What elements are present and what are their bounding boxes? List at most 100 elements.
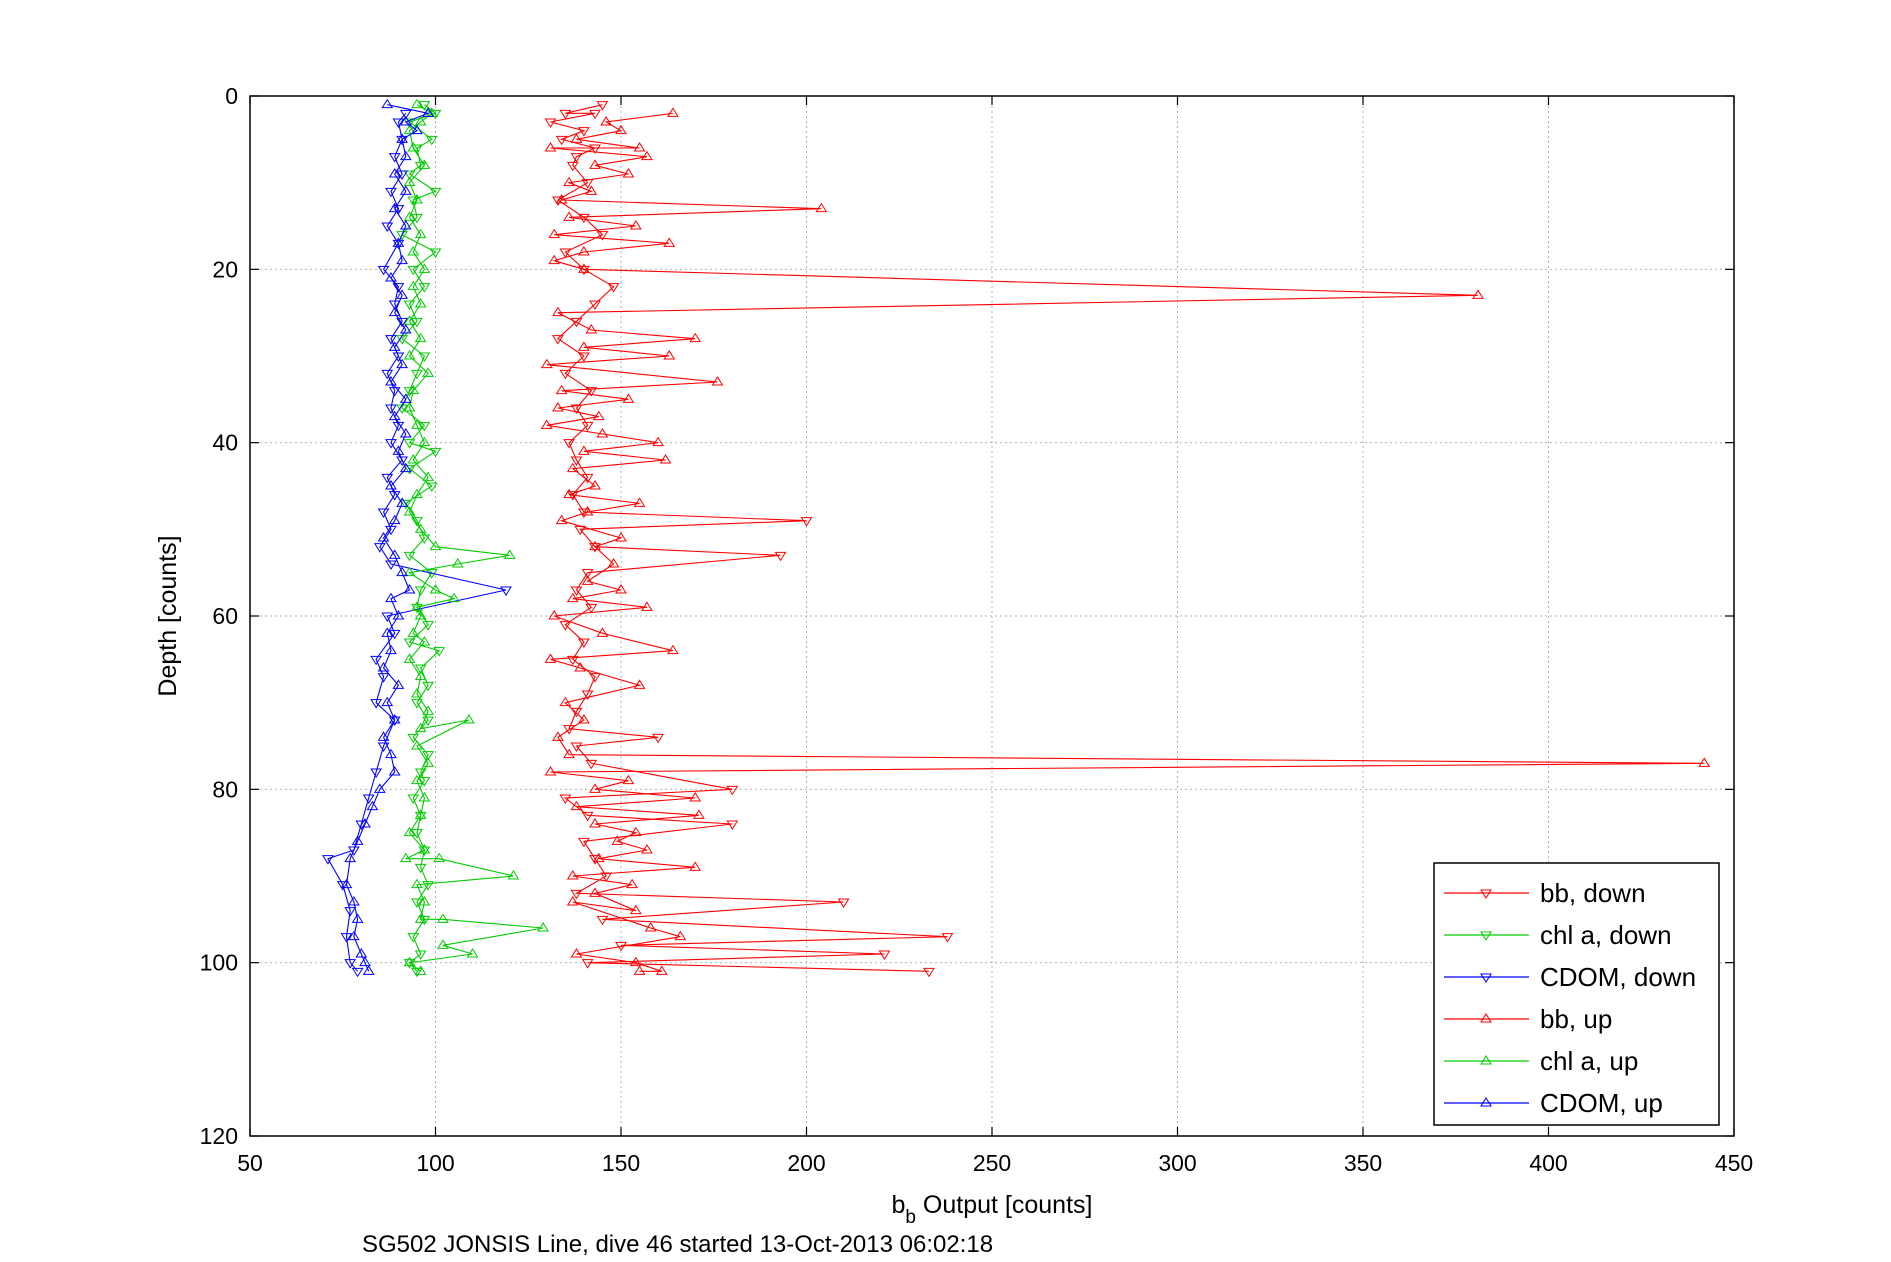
data-point <box>555 514 568 525</box>
data-point <box>388 514 401 525</box>
data-point <box>407 933 420 943</box>
data-point <box>403 566 416 577</box>
data-point <box>388 549 401 559</box>
data-point <box>581 959 594 969</box>
data-point <box>366 800 379 811</box>
data-point <box>774 551 787 562</box>
data-point <box>581 690 594 700</box>
data-point <box>689 332 702 343</box>
data-point <box>503 549 516 559</box>
data-point <box>385 592 397 603</box>
data-point <box>403 176 416 187</box>
data-point <box>385 560 397 570</box>
data-point <box>340 878 353 889</box>
data-point <box>837 898 850 908</box>
data-point <box>418 636 431 646</box>
data-point <box>629 220 642 230</box>
data-point <box>589 109 601 120</box>
data-point <box>559 109 572 120</box>
data-point <box>388 766 401 776</box>
data-point <box>585 603 598 614</box>
data-point <box>555 384 568 395</box>
data-point <box>407 794 420 804</box>
data-point <box>652 436 665 447</box>
data-point <box>403 124 416 135</box>
x-tick-label: 450 <box>1715 1150 1753 1176</box>
data-point <box>559 248 572 258</box>
data-point <box>596 101 609 111</box>
data-point <box>570 800 583 811</box>
x-axis-label: bb Output [counts] <box>892 1191 1093 1228</box>
y-tick-label: 0 <box>225 83 238 109</box>
x-axis-label-main: b <box>892 1191 906 1219</box>
series-line <box>550 104 948 972</box>
axis-ticks: 50 100 150 200 250 300 350 400 450 0 20 40 60 80 100 12… <box>200 83 1754 1176</box>
chart-caption: SG502 JONSIS Line, dive 46 started 13-Oc… <box>362 1231 993 1258</box>
data-point <box>544 142 557 152</box>
data-point <box>403 402 416 412</box>
data-point <box>689 861 702 871</box>
data-point <box>418 263 431 273</box>
data-point <box>414 664 427 674</box>
data-point <box>592 410 605 421</box>
data-point <box>388 168 401 178</box>
data-point <box>388 306 401 317</box>
data-point <box>589 887 601 897</box>
data-point <box>381 222 394 232</box>
data-point <box>322 855 334 865</box>
legend-item: chl a, up <box>1444 1046 1638 1076</box>
data-point <box>411 317 423 328</box>
data-point <box>652 733 665 744</box>
data-point <box>411 213 423 224</box>
data-point <box>548 254 561 265</box>
data-point <box>878 950 891 960</box>
data-point <box>403 211 416 221</box>
data-point <box>385 439 397 449</box>
x-tick-label: 250 <box>973 1150 1011 1176</box>
data-point <box>570 586 583 596</box>
legend-label: bb, up <box>1540 1004 1612 1034</box>
data-point <box>429 584 442 594</box>
data-point <box>622 393 635 403</box>
data-point <box>399 150 412 161</box>
y-tick-label: 20 <box>212 256 238 282</box>
data-point <box>622 168 635 178</box>
data-point <box>633 142 646 152</box>
data-point <box>581 811 594 822</box>
series-5 <box>340 98 434 975</box>
x-tick-label: 150 <box>602 1150 640 1176</box>
data-point <box>388 387 401 397</box>
data-point <box>577 445 590 455</box>
data-point <box>396 133 409 143</box>
data-point <box>577 508 590 518</box>
data-point <box>537 922 549 932</box>
data-point <box>559 794 572 804</box>
data-point <box>559 696 572 707</box>
legend-swatch-marker <box>1480 1055 1492 1065</box>
data-point <box>411 517 423 527</box>
data-point <box>418 534 431 544</box>
data-point <box>385 748 397 759</box>
data-point <box>629 956 642 967</box>
data-point <box>377 532 390 542</box>
data-point <box>403 959 416 969</box>
y-tick-label: 80 <box>212 776 238 802</box>
data-point <box>381 612 394 622</box>
data-point <box>577 263 590 273</box>
data-point <box>600 872 613 882</box>
data-point <box>392 679 405 689</box>
data-point <box>577 265 590 276</box>
data-point <box>370 655 383 666</box>
y-tick-label: 60 <box>212 603 238 629</box>
data-point <box>563 176 575 187</box>
data-point <box>377 662 390 672</box>
legend-label: bb, down <box>1540 878 1646 908</box>
data-point <box>411 688 423 698</box>
data-point <box>403 506 416 516</box>
data-point <box>396 456 409 466</box>
legend-label: CDOM, up <box>1540 1088 1663 1118</box>
legend-item: chl a, down <box>1444 920 1672 950</box>
data-point <box>399 462 412 473</box>
data-point <box>336 881 349 891</box>
legend-swatch-marker <box>1480 889 1492 899</box>
